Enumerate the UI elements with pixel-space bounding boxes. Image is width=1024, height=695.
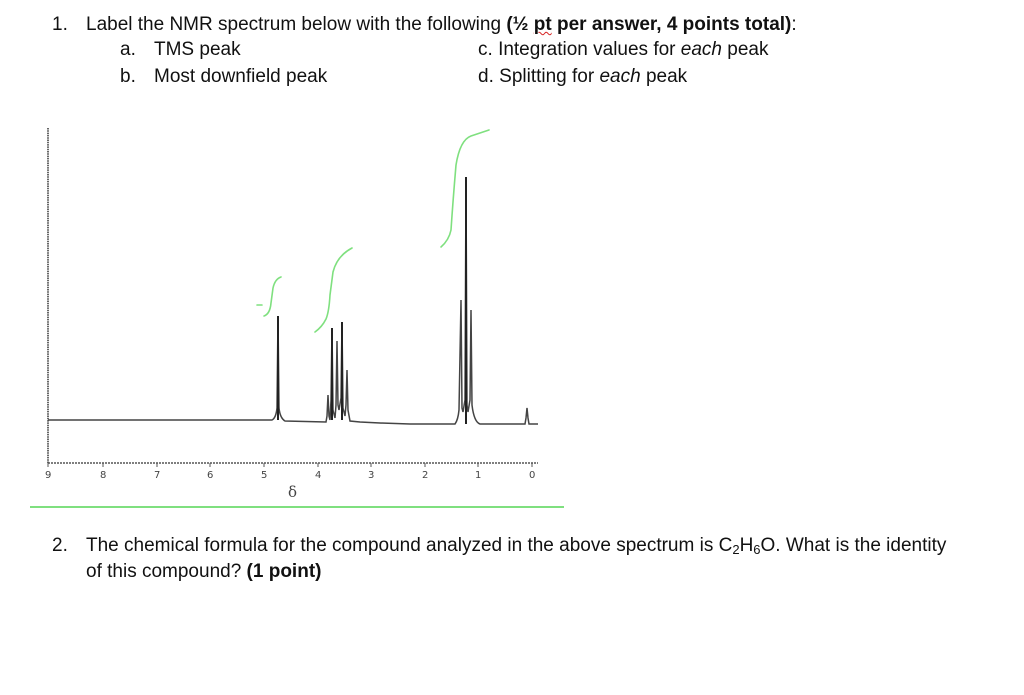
x-axis-ticks	[47, 463, 533, 467]
svg-text:2: 2	[422, 470, 428, 481]
question-2-number: 2.	[52, 535, 68, 556]
question-2-line2: of this compound? (1 point)	[86, 561, 322, 582]
integration-curve-singlet	[263, 276, 282, 317]
item-d: d. Splitting for each peak	[478, 66, 688, 87]
peak-stems	[277, 177, 467, 424]
svg-text:8: 8	[100, 470, 106, 481]
points-note: (½ pt per answer, 4 points total)	[506, 14, 792, 35]
svg-text:5: 5	[261, 470, 267, 481]
svg-text:0: 0	[529, 470, 535, 481]
integration-curves	[256, 129, 490, 333]
svg-text:9: 9	[45, 470, 51, 481]
question-1-number: 1.	[52, 14, 68, 35]
svg-text:3: 3	[368, 470, 374, 481]
item-b: b. Most downfield peak	[120, 66, 328, 87]
item-a-text: TMS peak	[154, 39, 241, 60]
question-1-heading: 1. Label the NMR spectrum below with the …	[52, 14, 797, 35]
spellcheck-word: pt	[533, 14, 552, 35]
question-1-text: Label the NMR spectrum below with the fo…	[86, 14, 507, 35]
x-axis-tick-labels: 9 8 7 6 5 4 3 2 1 0	[45, 470, 535, 481]
x-axis-label: δ	[288, 483, 297, 501]
svg-text:1: 1	[475, 470, 481, 481]
points-note-2: (1 point)	[246, 561, 322, 582]
item-c: c. Integration values for each peak	[478, 39, 769, 60]
integration-curve-quartet	[314, 247, 353, 333]
spectrum-trace	[48, 176, 538, 425]
integration-curve-triplet	[440, 129, 490, 248]
svg-text:7: 7	[154, 470, 160, 481]
item-a: a. TMS peak	[120, 39, 241, 60]
item-b-text: Most downfield peak	[154, 66, 328, 87]
svg-text:6: 6	[207, 470, 213, 481]
question-2: 2. The chemical formula for the compound …	[52, 535, 947, 557]
svg-text:4: 4	[315, 470, 321, 481]
